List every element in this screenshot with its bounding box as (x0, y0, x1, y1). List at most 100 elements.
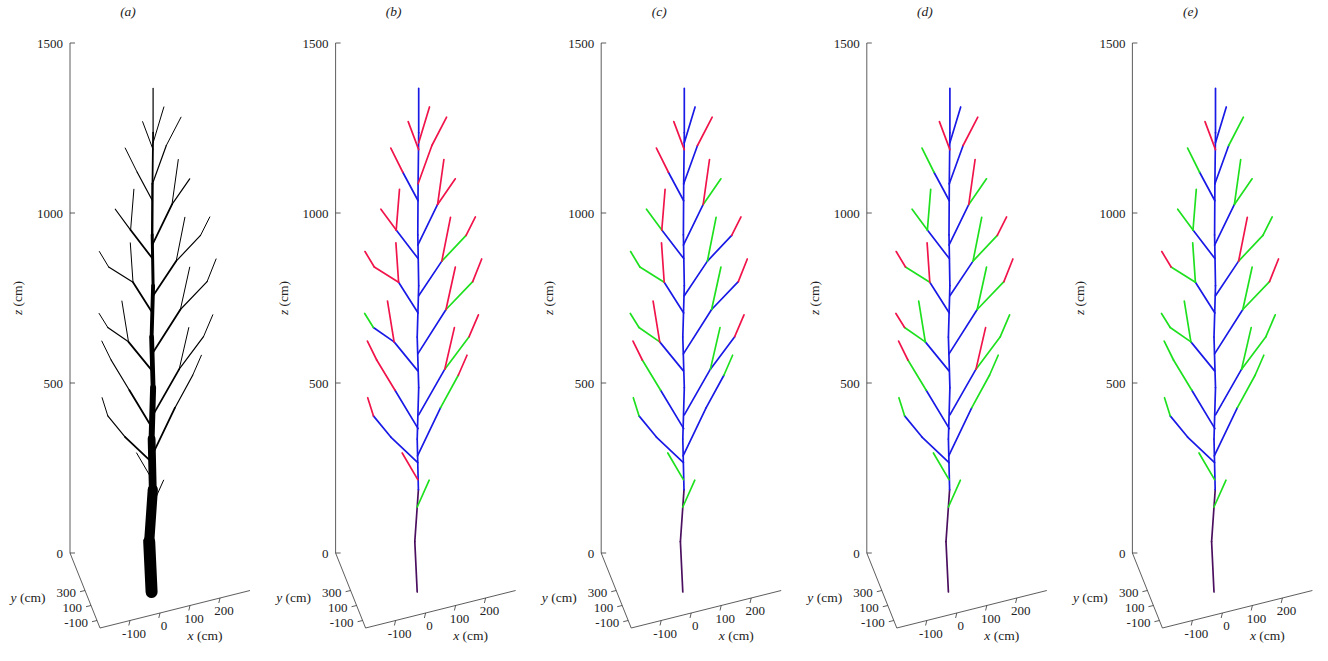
branch (137, 453, 153, 480)
branch (1243, 267, 1252, 309)
x-tick-label: -100 (388, 626, 412, 641)
branch (441, 375, 459, 407)
x-axis-title: x (cm) (718, 628, 754, 643)
axis-symbol: x (983, 628, 990, 643)
branch (1243, 282, 1270, 310)
branch (1205, 122, 1216, 150)
branch (642, 360, 660, 390)
y-tick (883, 606, 888, 607)
branch (442, 217, 451, 261)
z-tick (70, 213, 75, 214)
x-axis (1162, 591, 1312, 629)
branch (153, 261, 176, 296)
branch (419, 107, 430, 143)
branch (1216, 261, 1239, 296)
branch (934, 172, 949, 201)
branch (466, 217, 475, 236)
branch (396, 230, 418, 259)
branch (99, 313, 108, 327)
axis-symbol: x (1249, 628, 1256, 643)
x-tick-label: 100 (981, 611, 1001, 626)
branch (418, 88, 420, 132)
tree (99, 88, 216, 592)
axis-unit: (cm) (1072, 281, 1087, 310)
y-tick-label: 300 (1119, 585, 1139, 600)
branch (684, 107, 695, 143)
branch (152, 408, 175, 456)
branch (899, 341, 908, 360)
branch (149, 542, 151, 592)
x-tick-label: 200 (1277, 603, 1297, 618)
z-tick (1132, 383, 1137, 384)
branch (1214, 480, 1226, 507)
branch (152, 337, 154, 388)
x-tick-label: 0 (426, 618, 433, 633)
branch (1164, 341, 1173, 360)
branch (680, 490, 684, 542)
z-axis (335, 43, 336, 553)
branch (180, 267, 189, 309)
branch (656, 148, 668, 172)
branch (950, 369, 976, 415)
axis-unit: (cm) (1079, 590, 1108, 605)
branch (683, 310, 711, 354)
branch (948, 480, 960, 507)
y-tick-label: -100 (861, 615, 885, 630)
branch (1216, 107, 1227, 143)
branch (930, 282, 950, 313)
branch (950, 107, 961, 143)
y-tick (352, 606, 357, 607)
branch (1192, 390, 1215, 428)
y-tick (80, 591, 85, 592)
branch (365, 252, 374, 267)
z-tick-label: 1000 (37, 206, 63, 221)
branch (445, 328, 455, 370)
tree (630, 88, 747, 592)
branch (153, 107, 164, 143)
branch (684, 369, 710, 415)
y-tick (1154, 621, 1159, 622)
z-tick-label: 500 (575, 376, 595, 391)
branch (1178, 209, 1193, 230)
branch (1188, 437, 1215, 463)
branch (417, 184, 419, 235)
x-tick-label: 200 (1011, 603, 1031, 618)
branch (969, 160, 975, 205)
branch (1214, 184, 1216, 235)
axis-unit: (cm) (17, 590, 46, 605)
y-axis-title: y (cm) (9, 590, 46, 605)
branch (1174, 360, 1192, 390)
branch (374, 267, 398, 282)
y-axis-title: y (cm) (805, 590, 842, 605)
branch (151, 184, 154, 235)
axis-unit: (cm) (548, 590, 577, 605)
z-axis (866, 43, 867, 553)
branch (656, 437, 683, 463)
branch (933, 453, 949, 480)
branch (1215, 146, 1229, 184)
branch (950, 261, 973, 296)
x-tick-label: 200 (745, 603, 765, 618)
panel-label: (b) (386, 4, 402, 19)
branch (417, 439, 418, 490)
branch (1234, 160, 1240, 205)
branch (388, 301, 395, 342)
axis-symbol: y (805, 590, 813, 605)
branch (415, 542, 417, 592)
branch (125, 437, 152, 463)
branch (683, 408, 706, 456)
branch (949, 408, 972, 456)
branch (1212, 490, 1216, 542)
branch (133, 282, 153, 313)
x-axis (631, 591, 781, 629)
branch (698, 117, 713, 145)
axis-unit: (cm) (541, 281, 556, 310)
branch (639, 327, 660, 341)
branch (458, 355, 467, 375)
branch (131, 230, 153, 259)
branch (175, 375, 193, 407)
branch (1229, 117, 1244, 145)
z-tick-label: 1500 (834, 36, 860, 51)
branch (1193, 230, 1215, 259)
branch (473, 259, 482, 282)
